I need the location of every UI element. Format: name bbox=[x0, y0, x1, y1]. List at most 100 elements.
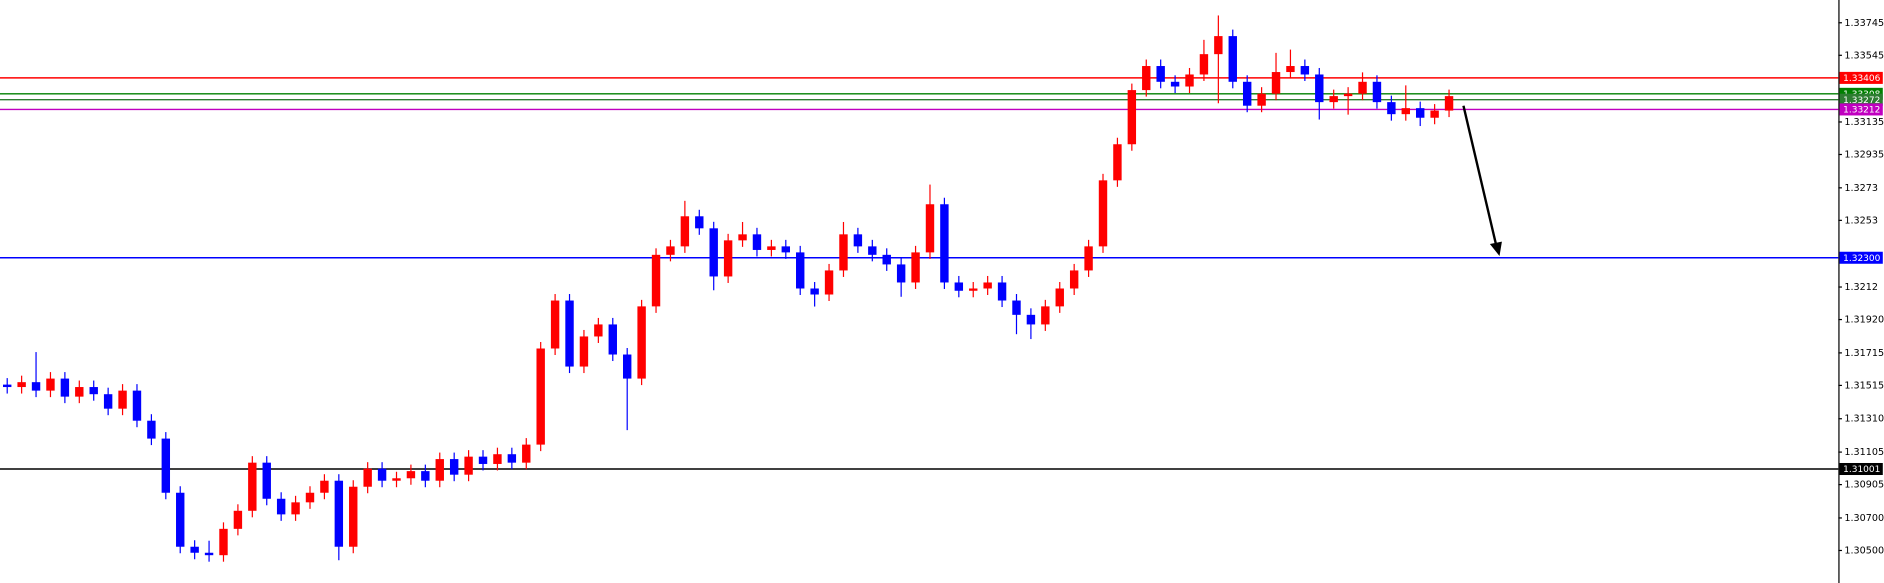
candle-body bbox=[75, 387, 84, 397]
level-tag bbox=[1839, 71, 1883, 84]
candle-body bbox=[594, 324, 603, 337]
candle-body bbox=[219, 528, 228, 556]
candle-body bbox=[1315, 74, 1324, 103]
y-tick-label: 1.3273 bbox=[1844, 183, 1878, 194]
candle-body bbox=[103, 394, 113, 409]
y-tick-label: 1.3253 bbox=[1844, 215, 1878, 226]
candle-body bbox=[161, 438, 171, 493]
level-tag bbox=[1839, 462, 1883, 476]
candle-body bbox=[248, 462, 257, 511]
candle-body bbox=[1199, 54, 1209, 75]
y-tick-label: 1.33135 bbox=[1844, 117, 1884, 128]
candle-body bbox=[752, 234, 762, 250]
level-tag-label: 1.33272 bbox=[1843, 96, 1880, 106]
candle-body bbox=[680, 216, 690, 247]
candle-body bbox=[997, 282, 1007, 301]
candle-body bbox=[579, 336, 589, 367]
candle-body bbox=[896, 264, 906, 283]
candle-body bbox=[46, 378, 55, 391]
level-tag-label: 1.33406 bbox=[1843, 74, 1880, 84]
candle-body bbox=[1257, 93, 1266, 106]
candle-body bbox=[1444, 96, 1454, 111]
candle-body bbox=[176, 492, 185, 547]
candle-body bbox=[1300, 66, 1310, 75]
candle-body bbox=[796, 252, 805, 289]
candle-body bbox=[1127, 90, 1137, 145]
candle-body bbox=[147, 420, 156, 439]
y-tick-label: 1.3212 bbox=[1844, 282, 1878, 293]
candle-body bbox=[1271, 72, 1281, 94]
candle-body bbox=[810, 288, 819, 295]
candle-body bbox=[507, 454, 517, 463]
candle-body bbox=[1372, 81, 1382, 103]
candle-body bbox=[118, 390, 127, 409]
y-tick-label: 1.33745 bbox=[1844, 18, 1884, 29]
candle-body bbox=[925, 204, 935, 253]
candle-body bbox=[334, 480, 344, 547]
candle-body bbox=[1401, 108, 1410, 115]
candle-body bbox=[1358, 81, 1367, 94]
candle-body bbox=[190, 546, 199, 553]
candle-body bbox=[695, 216, 704, 229]
candle-body bbox=[449, 459, 459, 475]
forecast-arrow bbox=[1462, 105, 1502, 257]
y-tick-label: 1.30905 bbox=[1844, 480, 1884, 491]
candle-body bbox=[1343, 93, 1353, 97]
y-tick-label: 1.31105 bbox=[1844, 447, 1884, 458]
candle-body bbox=[464, 456, 473, 475]
arrow-head bbox=[1489, 241, 1502, 257]
candle-body bbox=[1242, 81, 1252, 106]
y-tick-label: 1.30500 bbox=[1844, 545, 1884, 556]
candle-body bbox=[954, 282, 964, 291]
candle-body bbox=[406, 471, 416, 479]
level-tag-label: 1.33212 bbox=[1843, 106, 1880, 116]
candle-body bbox=[1228, 36, 1237, 82]
candle-body bbox=[1012, 300, 1021, 315]
candle-body bbox=[882, 254, 891, 265]
candle-body bbox=[1084, 246, 1093, 271]
candle-body bbox=[781, 246, 791, 253]
candle-body bbox=[1286, 66, 1295, 73]
candle-body bbox=[550, 300, 560, 349]
candle-body bbox=[637, 306, 646, 379]
candles bbox=[3, 15, 1454, 562]
candle-body bbox=[983, 282, 992, 289]
candle-body bbox=[839, 234, 848, 271]
arrow-shaft bbox=[1462, 105, 1498, 245]
candle-body bbox=[738, 234, 747, 241]
level-tag-label: 1.31001 bbox=[1843, 465, 1880, 475]
candle-body bbox=[1069, 270, 1079, 289]
candle-body bbox=[262, 462, 271, 499]
candle-body bbox=[421, 471, 430, 481]
candle-body bbox=[969, 288, 978, 291]
y-tick-label: 1.31515 bbox=[1844, 380, 1884, 391]
candle-body bbox=[940, 204, 949, 283]
candle-body bbox=[1416, 108, 1425, 118]
candle-body bbox=[31, 382, 41, 391]
candle-body bbox=[478, 456, 488, 464]
candle-body bbox=[204, 552, 214, 556]
candle-body bbox=[536, 348, 545, 445]
candle-body bbox=[1214, 36, 1223, 55]
candle-body bbox=[1142, 66, 1151, 91]
candle-body bbox=[723, 240, 733, 277]
candle-body bbox=[132, 390, 142, 421]
candle-body bbox=[89, 387, 98, 395]
y-tick-label: 1.31310 bbox=[1844, 414, 1884, 425]
candle-body bbox=[1113, 144, 1122, 181]
y-tick-label: 1.30700 bbox=[1844, 513, 1884, 524]
candle-body bbox=[276, 498, 286, 515]
level-tag-label: 1.32300 bbox=[1843, 254, 1880, 264]
level-tag bbox=[1839, 251, 1883, 264]
candle-body bbox=[853, 234, 863, 247]
candle-body bbox=[767, 246, 776, 250]
candle-body bbox=[377, 468, 387, 481]
candle-body bbox=[608, 324, 617, 355]
candle-body bbox=[522, 444, 531, 463]
candle-body bbox=[565, 300, 574, 367]
candle-body bbox=[1185, 74, 1194, 87]
y-tick-label: 1.31920 bbox=[1844, 315, 1884, 326]
candle-body bbox=[1329, 96, 1338, 103]
